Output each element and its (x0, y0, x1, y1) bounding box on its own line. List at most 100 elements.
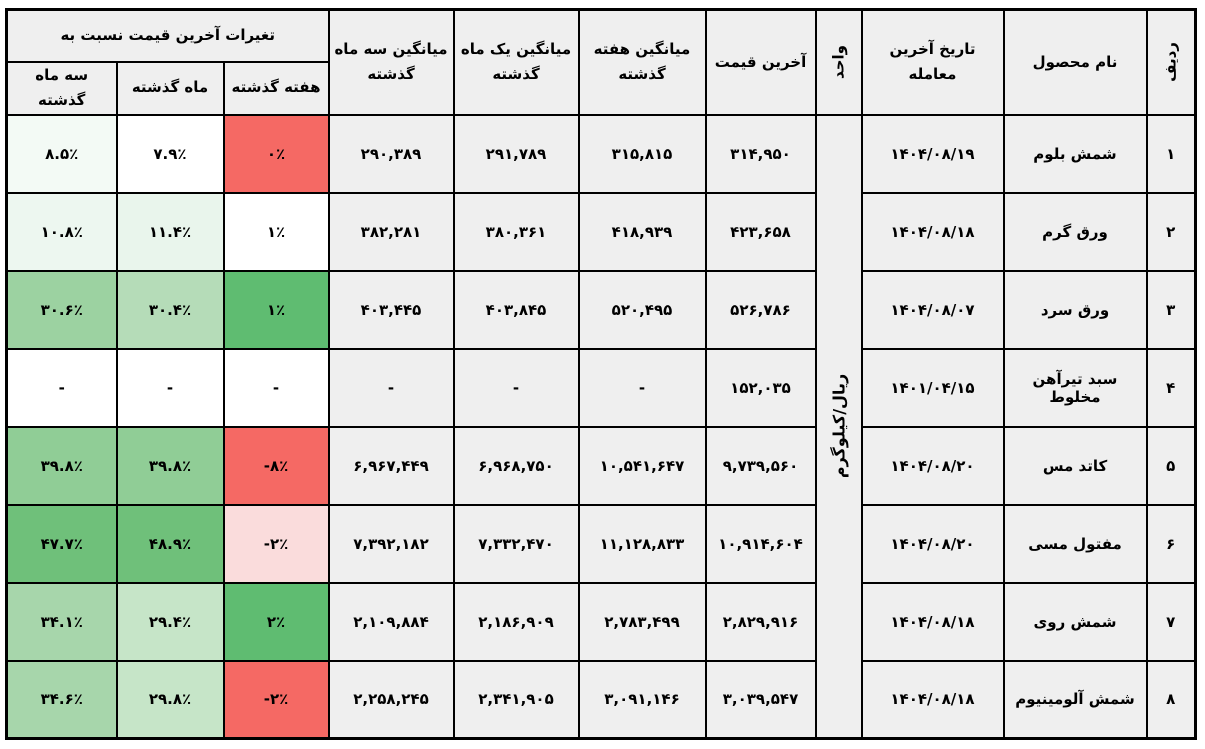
cell-month-average: ۶,۹۶۸,۷۵۰ (452, 425, 580, 506)
table-row: ۳ ورق سرد ۱۴۰۴/۰۸/۰۷ ۵۲۶,۷۸۶ ۵۲۰,۴۹۵ ۴۰۳,۸۴۵ ۴… (5, 269, 1197, 350)
cell-product-name: شمش بلوم (1002, 113, 1148, 194)
cell-change-three-month: ۴۷.۷٪ (5, 503, 118, 584)
header-last-trade-date: تاریخ آخرین معامله (860, 8, 1005, 116)
cell-last-price: ۱۵۲,۰۳۵ (704, 347, 817, 428)
table-body: ۱ شمش بلوم ۱۴۰۴/۰۸/۱۹ ریال/کیلوگرم ۳۱۴,۹۵۰ ۳۱… (5, 113, 1197, 740)
header-month-average: میانگین یک ماه گذشته (452, 8, 580, 116)
cell-three-month-average: ۴۰۳,۴۴۵ (327, 269, 455, 350)
header-row-number: ردیف (1145, 8, 1197, 116)
cell-three-month-average: ۲,۱۰۹,۸۸۴ (327, 581, 455, 662)
cell-last-trade-date: ۱۴۰۴/۰۸/۰۷ (860, 269, 1005, 350)
header-change-three-month: سه ماه گذشته (5, 60, 118, 116)
table-row: ۵ کاتد مس ۱۴۰۴/۰۸/۲۰ ۹,۷۳۹,۵۶۰ ۱۰,۵۴۱,۶۴۷ ۶,۹… (5, 425, 1197, 506)
cell-week-average: ۲,۷۸۳,۴۹۹ (577, 581, 707, 662)
table-row: ۷ شمش روی ۱۴۰۴/۰۸/۱۸ ۲,۸۲۹,۹۱۶ ۲,۷۸۳,۴۹۹ ۲,۱۸… (5, 581, 1197, 662)
header-unit: واحد (814, 8, 863, 116)
commodity-price-table: ردیف نام محصول تاریخ آخرین معامله واحد آ… (4, 8, 1197, 740)
cell-last-price: ۳۱۴,۹۵۰ (704, 113, 817, 194)
cell-three-month-average: ۲,۲۵۸,۲۴۵ (327, 659, 455, 740)
cell-last-trade-date: ۱۴۰۴/۰۸/۱۸ (860, 659, 1005, 740)
cell-last-price: ۵۲۶,۷۸۶ (704, 269, 817, 350)
cell-change-three-month: ۳۹.۸٪ (5, 425, 118, 506)
cell-change-three-month: ۳۰.۶٪ (5, 269, 118, 350)
cell-change-week: -۲٪ (222, 659, 330, 740)
cell-week-average: ۱۱,۱۲۸,۸۳۳ (577, 503, 707, 584)
header-last-price: آخرین قیمت (704, 8, 817, 116)
header-three-month-average: میانگین سه ماه گذشته (327, 8, 455, 116)
cell-change-week: -۲٪ (222, 503, 330, 584)
cell-change-three-month: ۱۰.۸٪ (5, 191, 118, 272)
cell-month-average: ۴۰۳,۸۴۵ (452, 269, 580, 350)
cell-row-number: ۴ (1145, 347, 1197, 428)
cell-row-number: ۲ (1145, 191, 1197, 272)
cell-three-month-average: ۲۹۰,۳۸۹ (327, 113, 455, 194)
cell-month-average: ۲۹۱,۷۸۹ (452, 113, 580, 194)
cell-week-average: ۱۰,۵۴۱,۶۴۷ (577, 425, 707, 506)
header-unit-label: واحد (828, 45, 847, 80)
cell-row-number: ۷ (1145, 581, 1197, 662)
cell-product-name: شمش آلومینیوم (1002, 659, 1148, 740)
cell-week-average: ۳,۰۹۱,۱۴۶ (577, 659, 707, 740)
cell-unit: ریال/کیلوگرم (814, 113, 863, 740)
table-row: ۲ ورق گرم ۱۴۰۴/۰۸/۱۸ ۴۲۳,۶۵۸ ۴۱۸,۹۳۹ ۳۸۰,۳۶۱ ۳… (5, 191, 1197, 272)
cell-month-average: ۳۸۰,۳۶۱ (452, 191, 580, 272)
cell-row-number: ۸ (1145, 659, 1197, 740)
cell-product-name: ورق سرد (1002, 269, 1148, 350)
cell-row-number: ۵ (1145, 425, 1197, 506)
cell-month-average: ۲,۳۴۱,۹۰۵ (452, 659, 580, 740)
cell-product-name: مفتول مسی (1002, 503, 1148, 584)
table-row: ۱ شمش بلوم ۱۴۰۴/۰۸/۱۹ ریال/کیلوگرم ۳۱۴,۹۵۰ ۳۱… (5, 113, 1197, 740)
cell-change-week: ۰٪ (222, 113, 330, 194)
header-changes-group: تغیرات آخرین قیمت نسبت به (5, 8, 330, 63)
cell-change-three-month: ۳۴.۶٪ (5, 659, 118, 740)
cell-product-name: کاتد مس (1002, 425, 1148, 506)
cell-week-average: ۴۱۸,۹۳۹ (577, 191, 707, 272)
cell-change-week: -۸٪ (222, 425, 330, 506)
table-row: ۸ شمش آلومینیوم ۱۴۰۴/۰۸/۱۸ ۳,۰۳۹,۵۴۷ ۳,۰۹۱,۱… (5, 659, 1197, 740)
cell-last-trade-date: ۱۴۰۴/۰۸/۱۸ (860, 191, 1005, 272)
header-week-average: میانگین هفته گذشته (577, 8, 707, 116)
cell-week-average: - (577, 347, 707, 428)
header-change-week: هفته گذشته (222, 60, 330, 116)
cell-last-price: ۲,۸۲۹,۹۱۶ (704, 581, 817, 662)
cell-last-trade-date: ۱۴۰۴/۰۸/۱۹ (860, 113, 1005, 194)
cell-product-name: ورق گرم (1002, 191, 1148, 272)
cell-change-week: ۲٪ (222, 581, 330, 662)
cell-last-price: ۹,۷۳۹,۵۶۰ (704, 425, 817, 506)
cell-change-month: ۴۸.۹٪ (115, 503, 225, 584)
cell-change-month: ۲۹.۴٪ (115, 581, 225, 662)
cell-change-month: ۳۰.۴٪ (115, 269, 225, 350)
cell-product-name: شمش روی (1002, 581, 1148, 662)
cell-change-three-month: - (5, 347, 118, 428)
cell-change-three-month: ۳۴.۱٪ (5, 581, 118, 662)
header-change-month: ماه گذشته (115, 60, 225, 116)
header-row-number-label: ردیف (1161, 42, 1179, 83)
cell-last-price: ۴۲۳,۶۵۸ (704, 191, 817, 272)
cell-last-trade-date: ۱۴۰۴/۰۸/۲۰ (860, 503, 1005, 584)
cell-product-name: سبد تیرآهن مخلوط (1002, 347, 1148, 428)
cell-change-three-month: ۸.۵٪ (5, 113, 118, 194)
cell-month-average: - (452, 347, 580, 428)
cell-change-week: - (222, 347, 330, 428)
cell-three-month-average: ۷,۳۹۲,۱۸۲ (327, 503, 455, 584)
cell-change-month: ۲۹.۸٪ (115, 659, 225, 740)
cell-three-month-average: ۳۸۲,۲۸۱ (327, 191, 455, 272)
cell-last-trade-date: ۱۴۰۴/۰۸/۲۰ (860, 425, 1005, 506)
table-row: ۴ سبد تیرآهن مخلوط ۱۴۰۱/۰۴/۱۵ ۱۵۲,۰۳۵- - - - - - (5, 347, 1197, 428)
cell-last-price: ۱۰,۹۱۴,۶۰۴ (704, 503, 817, 584)
cell-week-average: ۵۲۰,۴۹۵ (577, 269, 707, 350)
cell-month-average: ۲,۱۸۶,۹۰۹ (452, 581, 580, 662)
cell-last-trade-date: ۱۴۰۴/۰۸/۱۸ (860, 581, 1005, 662)
cell-row-number: ۶ (1145, 503, 1197, 584)
cell-last-trade-date: ۱۴۰۱/۰۴/۱۵ (860, 347, 1005, 428)
cell-change-month: ۷.۹٪ (115, 113, 225, 194)
cell-change-month: ۱۱.۴٪ (115, 191, 225, 272)
cell-last-price: ۳,۰۳۹,۵۴۷ (704, 659, 817, 740)
cell-three-month-average: ۶,۹۶۷,۴۴۹ (327, 425, 455, 506)
cell-change-month: ۳۹.۸٪ (115, 425, 225, 506)
cell-change-week: ۱٪ (222, 269, 330, 350)
cell-row-number: ۳ (1145, 269, 1197, 350)
cell-week-average: ۳۱۵,۸۱۵ (577, 113, 707, 194)
cell-change-month: - (115, 347, 225, 428)
